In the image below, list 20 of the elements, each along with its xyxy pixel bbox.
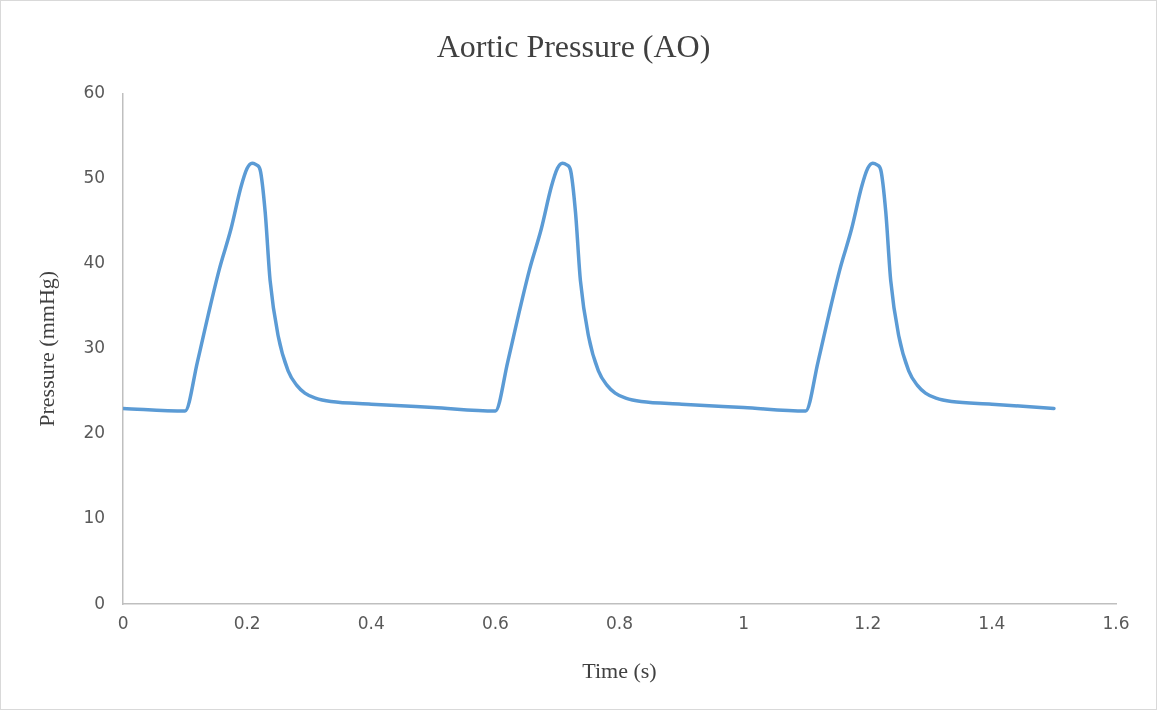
chart-title: Aortic Pressure (AO) [436,27,711,64]
y-tick-label: 10 [83,507,106,528]
line-series [123,161,1056,413]
y-tick-label: 50 [83,166,106,187]
x-tick-label: 1.6 [1102,612,1130,633]
y-tick-label: 60 [83,81,106,102]
y-axis-title: Pressure (mmHg) [33,270,59,427]
y-tick-label: 40 [83,252,106,273]
x-tick-label: 0 [117,612,129,633]
x-tick-label: 1 [738,612,750,633]
y-tick-label: 30 [83,337,106,358]
y-tick-label: 20 [83,422,106,443]
x-axis-title: Time (s) [582,657,657,683]
x-tick-label: 0.2 [233,612,261,633]
x-tick-label: 0.4 [357,612,385,633]
x-tick-label: 1.2 [854,612,882,633]
x-tick-label: 0.6 [481,612,509,633]
x-tick-label: 1.4 [978,612,1006,633]
x-tick-label: 0.8 [605,612,634,633]
y-tick-label: 0 [94,592,106,613]
